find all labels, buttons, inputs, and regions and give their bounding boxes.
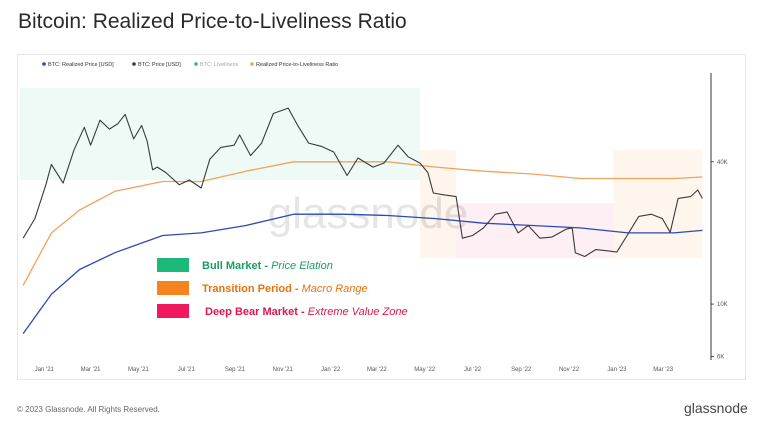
legend-label: BTC: Liveliness	[200, 62, 238, 68]
x-axis: Jan '21 Mar '21 May '21 Jul '21 Sep '21 Nov '…	[35, 367, 674, 373]
legend-label: BTC: Realized Price [USD]	[48, 62, 114, 68]
x-tick-label: Nov '22	[559, 367, 580, 373]
y-tick-label: 10K	[717, 302, 728, 308]
legend-marker	[42, 62, 46, 66]
y-tick-label: 40K	[717, 160, 728, 166]
zone-transition-3	[613, 150, 703, 258]
x-tick-label: Jan '21	[35, 367, 55, 373]
zone-legend: Bull Market - Price Elation Transition Pe…	[157, 258, 408, 318]
zone-legend-text: Transition Period - Macro Range	[202, 283, 368, 295]
legend-marker	[250, 62, 254, 66]
zone-legend-item-transition: Transition Period - Macro Range	[157, 281, 368, 295]
zone-legend-item-bull: Bull Market - Price Elation	[157, 258, 333, 272]
zone-legend-swatch	[157, 258, 189, 272]
x-tick-label: Jan '23	[607, 367, 627, 373]
zone-legend-text: Deep Bear Market - Extreme Value Zone	[205, 306, 408, 318]
zone-legend-item-bear: Deep Bear Market - Extreme Value Zone	[157, 304, 408, 318]
x-tick-label: May '21	[128, 367, 149, 373]
legend-marker	[132, 62, 136, 66]
watermark-text: glassnode	[268, 189, 469, 238]
footer-copyright: © 2023 Glassnode. All Rights Reserved.	[17, 405, 160, 414]
zone-bull-0	[20, 88, 421, 180]
footer-brand-logo: glassnode	[684, 400, 748, 416]
zone-legend-swatch	[157, 281, 189, 295]
x-tick-label: May '22	[414, 367, 435, 373]
series-line-realized-price-to-liveliness-ratio	[22, 161, 703, 286]
page-title: Bitcoin: Realized Price-to-Liveliness Ra…	[18, 10, 407, 33]
x-tick-label: Nov '21	[273, 367, 294, 373]
x-tick-label: Mar '21	[81, 367, 101, 373]
x-tick-label: Mar '23	[653, 367, 673, 373]
series-layer	[22, 107, 703, 334]
legend-item-3[interactable]: Realized Price-to-Liveliness Ratio	[250, 62, 338, 68]
x-tick-label: Jan '22	[321, 367, 341, 373]
legend-marker	[194, 62, 198, 66]
x-tick-label: Sep '21	[225, 367, 246, 373]
chart-legend: BTC: Realized Price [USD] BTC: Price [USD…	[42, 62, 338, 68]
zone-legend-text: Bull Market - Price Elation	[202, 260, 333, 272]
legend-label: Realized Price-to-Liveliness Ratio	[256, 62, 338, 68]
x-tick-label: Sep '22	[511, 367, 532, 373]
chart-frame	[17, 54, 746, 380]
legend-item-1[interactable]: BTC: Price [USD]	[132, 62, 181, 68]
series-line-btc-price-usd	[22, 107, 703, 258]
y-axis: 6K 10K 40K	[711, 160, 728, 361]
legend-label: BTC: Price [USD]	[138, 62, 181, 68]
zone-legend-swatch	[157, 304, 189, 318]
x-tick-label: Jul '22	[464, 367, 482, 373]
x-tick-label: Mar '22	[367, 367, 387, 373]
y-tick-label: 6K	[717, 355, 724, 361]
zone-bear-2	[456, 203, 614, 258]
x-tick-label: Jul '21	[178, 367, 196, 373]
legend-item-0[interactable]: BTC: Realized Price [USD]	[42, 62, 114, 68]
series-line-btc-realized-price-usd	[22, 213, 703, 334]
legend-item-2[interactable]: BTC: Liveliness	[194, 62, 238, 68]
